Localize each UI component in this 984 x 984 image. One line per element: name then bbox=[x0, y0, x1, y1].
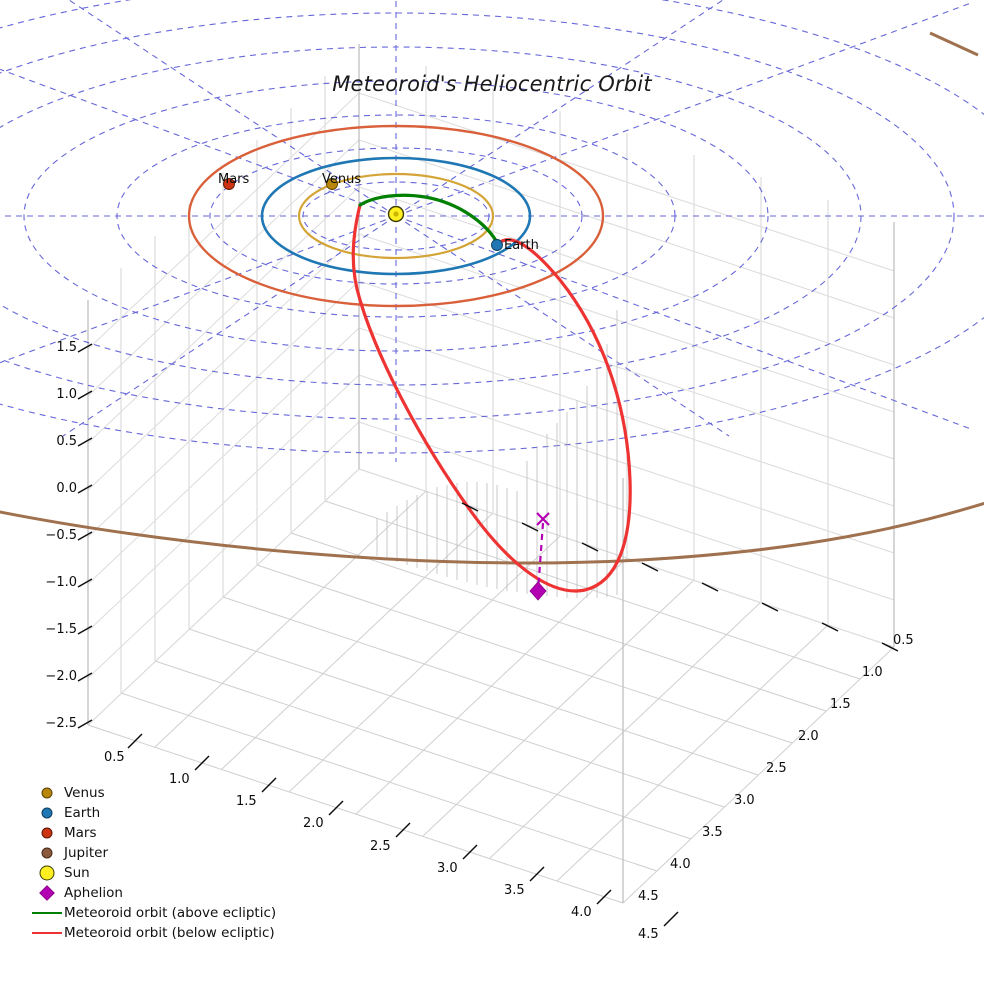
axes-3d-box-grid bbox=[87, 44, 895, 904]
body-label-earth: Earth bbox=[504, 238, 539, 253]
legend-label-jupiter: Jupiter bbox=[64, 845, 109, 861]
legend-line-below-ecliptic bbox=[30, 923, 64, 943]
planet-orbit-ellipses bbox=[187, 124, 605, 308]
ecliptic-grid-rings bbox=[0, 0, 984, 454]
legend-label-earth: Earth bbox=[64, 805, 101, 821]
z-axis-ticks bbox=[77, 343, 93, 729]
legend: Venus Earth Mars Jupiter Sun bbox=[30, 783, 276, 943]
venus-marker bbox=[326, 178, 338, 190]
legend-label-below-ecliptic: Meteoroid orbit (below ecliptic) bbox=[64, 925, 275, 941]
legend-item-earth[interactable]: Earth bbox=[30, 803, 276, 823]
legend-line-above-ecliptic bbox=[30, 903, 64, 923]
meteoroid-orbit bbox=[351, 193, 632, 593]
axis-tick-marks bbox=[77, 343, 899, 927]
legend-marker-jupiter bbox=[30, 843, 64, 863]
y-axis-ticks bbox=[461, 502, 899, 652]
legend-item-aphelion[interactable]: Aphelion bbox=[30, 883, 276, 903]
legend-marker-aphelion bbox=[30, 883, 64, 903]
aphelion-group bbox=[529, 512, 550, 601]
legend-label-mars: Mars bbox=[64, 825, 97, 841]
legend-item-sun[interactable]: Sun bbox=[30, 863, 276, 883]
x-axis-ticks bbox=[127, 733, 679, 927]
aphelion-ecliptic-projection-x-icon bbox=[536, 512, 550, 526]
orbit-drop-lines bbox=[376, 310, 618, 598]
earth-marker bbox=[491, 239, 503, 251]
meteoroid-orbit-below-ecliptic bbox=[351, 203, 632, 593]
legend-item-venus[interactable]: Venus bbox=[30, 783, 276, 803]
axes-box-edges bbox=[87, 44, 895, 903]
ecliptic-grid-spokes bbox=[0, 0, 984, 462]
right-wall-grid-horizontals bbox=[358, 92, 895, 648]
legend-label-aphelion: Aphelion bbox=[64, 885, 123, 901]
body-label-mars: Mars bbox=[218, 172, 250, 187]
legend-item-mars[interactable]: Mars bbox=[30, 823, 276, 843]
legend-item-jupiter[interactable]: Jupiter bbox=[30, 843, 276, 863]
legend-label-sun: Sun bbox=[64, 865, 90, 881]
legend-marker-mars bbox=[30, 823, 64, 843]
chart-title: Meteoroid's Heliocentric Orbit bbox=[332, 72, 652, 96]
legend-item-below-ecliptic[interactable]: Meteoroid orbit (below ecliptic) bbox=[30, 923, 276, 943]
meteoroid-orbit-above-ecliptic bbox=[358, 193, 500, 246]
legend-marker-earth bbox=[30, 803, 64, 823]
ecliptic-plane-polar-grid bbox=[0, 0, 984, 462]
right-wall-grid-verticals bbox=[358, 44, 895, 647]
left-wall-grid-horizontals bbox=[87, 92, 360, 726]
sun-core-icon bbox=[393, 211, 399, 217]
legend-label-venus: Venus bbox=[64, 785, 105, 801]
venus-orbit-ellipse bbox=[297, 172, 495, 260]
mars-orbit-ellipse bbox=[187, 124, 605, 308]
left-wall-grid-verticals bbox=[87, 44, 360, 725]
legend-label-above-ecliptic: Meteoroid orbit (above ecliptic) bbox=[64, 905, 277, 921]
earth-orbit-ellipse bbox=[260, 156, 532, 276]
legend-item-above-ecliptic[interactable]: Meteoroid orbit (above ecliptic) bbox=[30, 903, 276, 923]
body-markers bbox=[223, 178, 503, 251]
body-label-venus: Venus bbox=[322, 172, 362, 187]
legend-marker-venus bbox=[30, 783, 64, 803]
aphelion-projection-line bbox=[536, 522, 545, 592]
aphelion-diamond-marker bbox=[529, 581, 547, 601]
jupiter-orbit-curve bbox=[0, 31, 984, 565]
mars-marker bbox=[223, 178, 235, 190]
legend-marker-sun bbox=[30, 863, 64, 883]
